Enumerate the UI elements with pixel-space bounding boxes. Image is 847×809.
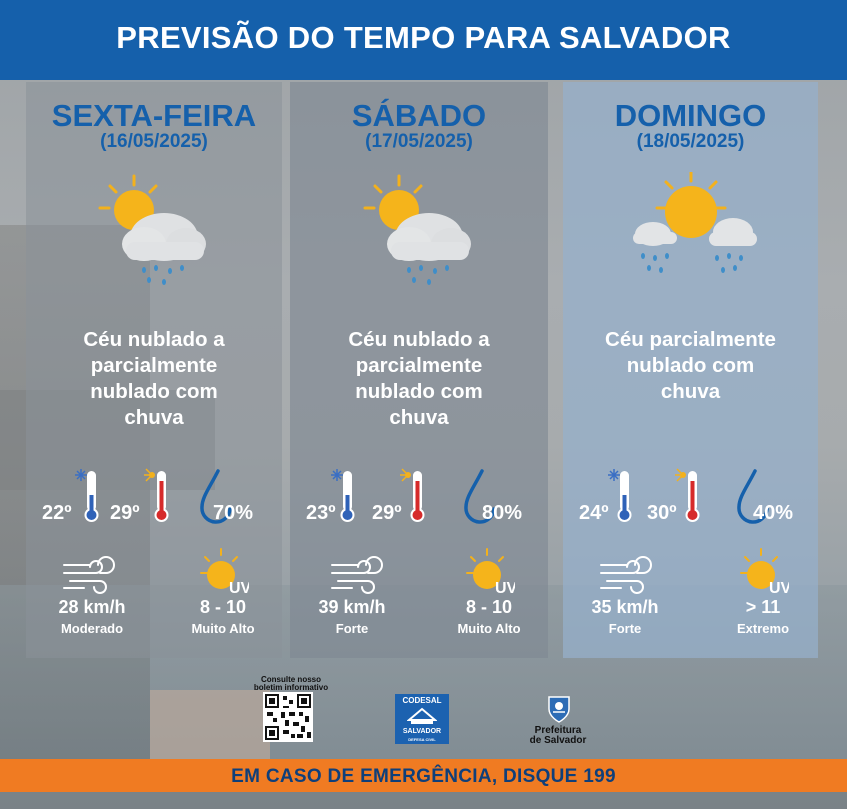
humidity-value: 80%: [482, 502, 523, 524]
bottom-photo-strip: [0, 792, 847, 809]
salvador-coat-of-arms-icon: [548, 696, 570, 723]
uv-icon-text: UV: [769, 580, 789, 597]
codesal-sub-text: DEFESA CIVIL: [408, 737, 436, 742]
wind-label: Forte: [335, 621, 369, 636]
humidity-drop-icon: [464, 469, 496, 524]
description-line: parcialmente: [90, 354, 218, 377]
humidity-drop-icon: [737, 469, 769, 524]
temp-min: 22º: [42, 502, 72, 524]
codesal-name-text: SALVADOR: [402, 728, 442, 735]
weather-description: Céu nublado a parcialmente nublado com c…: [38, 327, 270, 431]
description-line: nublado com: [355, 380, 483, 403]
weather-description: Céu nublado a parcialmente nublado com c…: [302, 327, 536, 431]
cold-thermometer-icon: [608, 469, 632, 522]
temp-min: 24º: [579, 502, 609, 524]
humidity-value: 40%: [753, 502, 794, 524]
uv-sun-icon: UV: [740, 548, 789, 597]
description-line: chuva: [660, 380, 721, 403]
uv-range: > 11: [745, 597, 781, 617]
prefeitura-text: Prefeitura de Salvador: [520, 726, 596, 746]
prefeitura-line: Prefeitura: [534, 725, 582, 736]
temperature-row: 23º 29º 80%: [290, 467, 548, 527]
uv-sun-icon: UV: [200, 548, 249, 597]
qr-caption: Consulte nosso boletim informativo: [253, 675, 329, 692]
day-name: SÁBADO: [351, 98, 487, 133]
wind-speed: 28 km/h: [58, 597, 126, 617]
day-name: DOMINGO: [614, 98, 767, 133]
forecast-card-friday: SEXTA-FEIRA (16/05/2025) Céu nublado a p…: [26, 82, 282, 658]
humidity-drop-icon: [200, 469, 232, 524]
uv-icon-text: UV: [495, 580, 515, 597]
temp-max: 30º: [647, 502, 677, 524]
cold-thermometer-icon: [75, 469, 99, 522]
hot-thermometer-icon: [400, 468, 425, 522]
wind-speed: 39 km/h: [318, 597, 386, 617]
day-date: (16/05/2025): [100, 131, 208, 152]
description-line: chuva: [124, 406, 184, 429]
day-date: (18/05/2025): [636, 131, 745, 152]
wind-icon: [331, 556, 383, 594]
description-line: nublado com: [90, 380, 218, 403]
day-name: SEXTA-FEIRA: [51, 98, 257, 133]
wind-label: Forte: [608, 621, 642, 636]
wind-icon: [63, 556, 115, 594]
header-bar: PREVISÃO DO TEMPO PARA SALVADOR: [0, 0, 847, 80]
forecast-card-saturday: SÁBADO (17/05/2025) Céu nublado a parcia…: [290, 82, 548, 658]
mercado-modelo-roof: [150, 690, 270, 760]
uv-range: 8 - 10: [465, 597, 513, 617]
description-line: Céu nublado a: [348, 328, 490, 351]
codesal-logo: CODESAL SALVADOR DEFESA CIVIL: [395, 694, 449, 744]
hot-thermometer-icon: [675, 468, 700, 522]
emergency-banner: EM CASO DE EMERGÊNCIA, DISQUE 199: [0, 759, 847, 792]
description-line: chuva: [389, 406, 449, 429]
qr-code[interactable]: [263, 692, 313, 742]
day-date: (17/05/2025): [365, 131, 473, 152]
uv-label: Muito Alto: [457, 621, 521, 636]
uv-sun-icon: UV: [466, 548, 515, 597]
codesal-top-text: CODESAL: [402, 696, 442, 705]
wind-speed: 35 km/h: [591, 597, 659, 617]
temp-min: 23º: [306, 502, 336, 524]
temperature-row: 22º 29º 70%: [26, 467, 282, 527]
description-line: parcialmente: [355, 354, 483, 377]
humidity-value: 70%: [213, 502, 254, 524]
description-line: Céu parcialmente: [605, 328, 776, 351]
prefeitura-line: de Salvador: [529, 735, 587, 746]
uv-icon-text: UV: [229, 580, 249, 597]
temp-max: 29º: [110, 502, 140, 524]
emergency-text: EM CASO DE EMERGÊNCIA, DISQUE 199: [231, 766, 616, 787]
codesal-emblem-icon: [407, 707, 437, 724]
temperature-row: 24º 30º 40%: [563, 467, 818, 527]
description-line: nublado com: [626, 354, 755, 377]
page-title: PREVISÃO DO TEMPO PARA SALVADOR: [116, 20, 731, 55]
cold-thermometer-icon: [331, 469, 355, 522]
wind-label: Moderado: [60, 621, 124, 636]
uv-label: Extremo: [736, 621, 790, 636]
sun-cloud-rain-icon: [98, 174, 206, 285]
uv-label: Muito Alto: [191, 621, 255, 636]
uv-range: 8 - 10: [199, 597, 247, 617]
temp-max: 29º: [372, 502, 402, 524]
hot-thermometer-icon: [144, 468, 169, 522]
sun-cloud-rain-icon: [363, 174, 471, 285]
wind-icon: [600, 556, 652, 594]
weather-description: Céu parcialmente nublado com chuva: [575, 327, 806, 405]
forecast-card-sunday: DOMINGO (18/05/2025) Céu parcialmente nu…: [563, 82, 818, 658]
sun-clouds-rain-icon: [632, 172, 757, 273]
description-line: Céu nublado a: [83, 328, 225, 351]
